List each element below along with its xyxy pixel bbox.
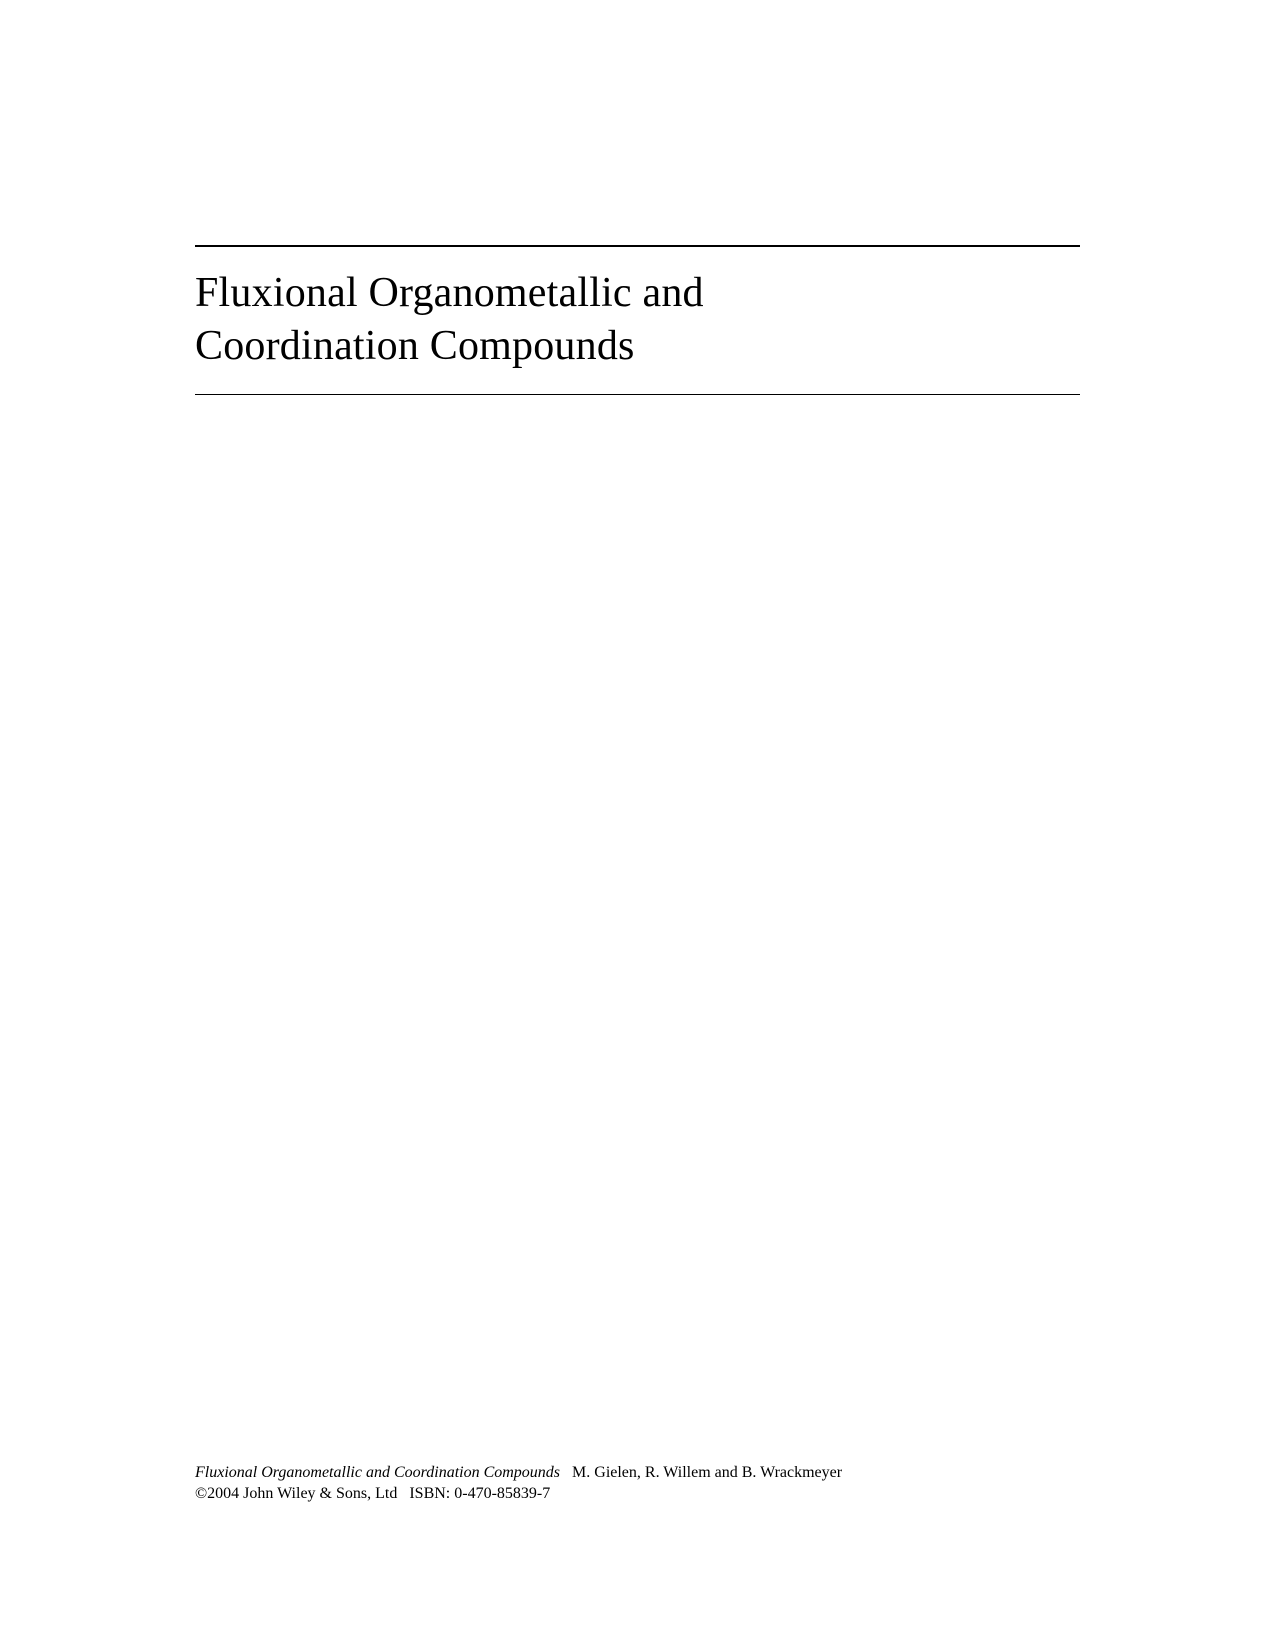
footer-copyright: ©2004 John Wiley & Sons, Ltd	[195, 1485, 397, 1502]
page-container: Fluxional Organometallic and Coordinatio…	[0, 0, 1275, 1650]
title-line-2: Coordination Compounds	[195, 323, 635, 369]
footer-isbn: ISBN: 0-470-85839-7	[409, 1485, 550, 1502]
title-line-1: Fluxional Organometallic and	[195, 270, 704, 316]
page-footer: Fluxional Organometallic and Coordinatio…	[195, 1462, 842, 1505]
book-title: Fluxional Organometallic and Coordinatio…	[195, 267, 1080, 372]
footer-book-title: Fluxional Organometallic and Coordinatio…	[195, 1464, 560, 1481]
title-block: Fluxional Organometallic and Coordinatio…	[195, 245, 1080, 395]
footer-line-1: Fluxional Organometallic and Coordinatio…	[195, 1462, 842, 1484]
footer-authors: M. Gielen, R. Willem and B. Wrackmeyer	[572, 1464, 842, 1481]
footer-line-2: ©2004 John Wiley & Sons, Ltd ISBN: 0-470-…	[195, 1483, 842, 1505]
